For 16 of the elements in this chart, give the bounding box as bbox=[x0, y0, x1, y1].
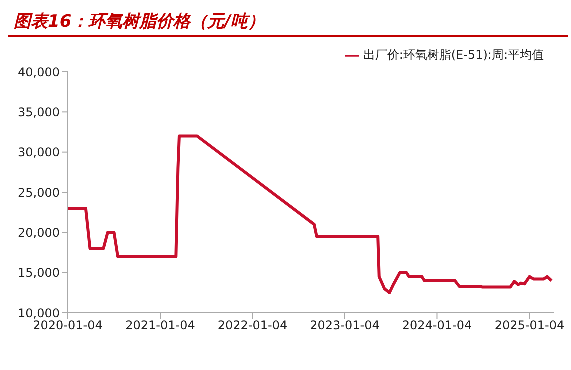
x-tick-label: 2024-01-04 bbox=[402, 318, 472, 333]
y-tick-label: 10,000 bbox=[18, 306, 60, 320]
chart-title: 图表16：环氧树脂价格（元/吨） bbox=[8, 8, 568, 37]
x-tick-label: 2022-01-04 bbox=[218, 318, 288, 333]
x-tick-label: 2020-01-04 bbox=[33, 318, 103, 333]
y-tick-label: 40,000 bbox=[18, 65, 60, 80]
x-tick-label: 2025-01-04 bbox=[494, 318, 565, 333]
legend-label: 出厂价:环氧树脂(E-51):周:平均值 bbox=[363, 48, 544, 62]
y-tick-label: 25,000 bbox=[18, 186, 60, 200]
y-tick-label: 30,000 bbox=[18, 146, 60, 160]
y-tick-label: 20,000 bbox=[18, 226, 60, 240]
x-tick-label: 2021-01-04 bbox=[126, 318, 196, 333]
line-series bbox=[68, 134, 554, 294]
y-tick-label: 35,000 bbox=[18, 105, 60, 120]
y-tick-label: 15,000 bbox=[18, 266, 60, 280]
x-tick-label: 2023-01-04 bbox=[310, 318, 380, 333]
